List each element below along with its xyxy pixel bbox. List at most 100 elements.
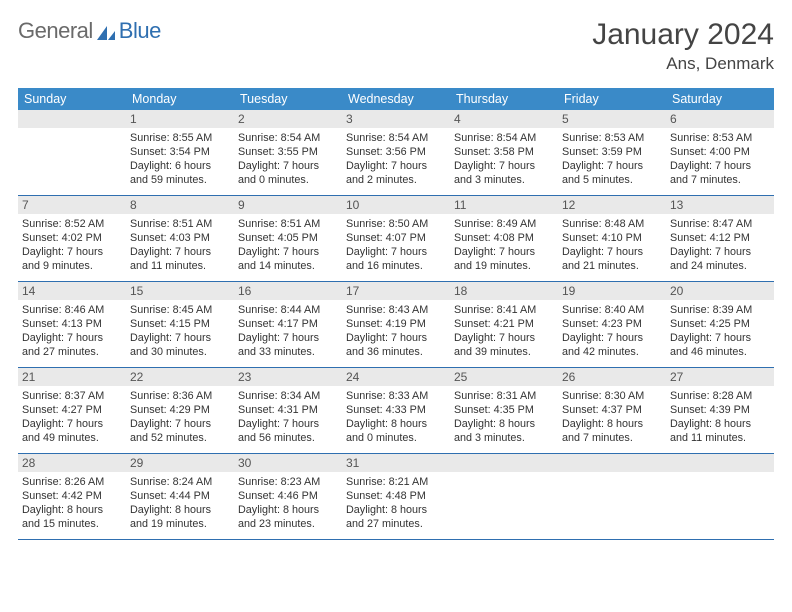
empty-cell [18,110,126,196]
day-number: 4 [450,110,558,128]
brand-part1: General [18,18,93,44]
brand-part2: Blue [119,18,161,44]
day-cell: 13 Sunrise: 8:47 AM Sunset: 4:12 PM Dayli… [666,196,774,282]
empty-cell [450,454,558,540]
calendar-grid: SundayMondayTuesdayWednesdayThursdayFrid… [18,88,774,540]
day-details: Sunrise: 8:49 AM Sunset: 4:08 PM Dayligh… [454,217,554,273]
day-cell: 30Sunrise: 8:23 AM Sunset: 4:46 PM Dayli… [234,454,342,540]
day-number: 18 [450,282,558,300]
day-number: 13 [666,196,774,214]
day-details: Sunrise: 8:21 AM Sunset: 4:48 PM Dayligh… [346,475,446,531]
sail-icon [95,22,117,40]
day-details: Sunrise: 8:45 AM Sunset: 4:15 PM Dayligh… [130,303,230,359]
day-number: 27 [666,368,774,386]
day-cell: 17 Sunrise: 8:43 AM Sunset: 4:19 PM Dayli… [342,282,450,368]
day-cell: 20 Sunrise: 8:39 AM Sunset: 4:25 PM Dayli… [666,282,774,368]
day-number: 12 [558,196,666,214]
day-number: 7 [18,196,126,214]
day-details: Sunrise: 8:43 AM Sunset: 4:19 PM Dayligh… [346,303,446,359]
day-number: 21 [18,368,126,386]
day-cell: 11 Sunrise: 8:49 AM Sunset: 4:08 PM Dayli… [450,196,558,282]
day-number: 19 [558,282,666,300]
location: Ans, Denmark [592,54,774,74]
day-number: 26 [558,368,666,386]
day-number: 28 [18,454,126,472]
day-cell: 4 Sunrise: 8:54 AM Sunset: 3:58 PM Daylig… [450,110,558,196]
day-details: Sunrise: 8:37 AM Sunset: 4:27 PM Dayligh… [22,389,122,445]
day-cell: 21 Sunrise: 8:37 AM Sunset: 4:27 PM Dayli… [18,368,126,454]
day-details: Sunrise: 8:54 AM Sunset: 3:56 PM Dayligh… [346,131,446,187]
day-details: Sunrise: 8:26 AM Sunset: 4:42 PM Dayligh… [22,475,122,531]
day-details: Sunrise: 8:50 AM Sunset: 4:07 PM Dayligh… [346,217,446,273]
day-details: Sunrise: 8:34 AM Sunset: 4:31 PM Dayligh… [238,389,338,445]
logo: General Blue [18,18,161,44]
day-number [450,454,558,472]
day-number: 9 [234,196,342,214]
day-cell: 22 Sunrise: 8:36 AM Sunset: 4:29 PM Dayli… [126,368,234,454]
day-details: Sunrise: 8:30 AM Sunset: 4:37 PM Dayligh… [562,389,662,445]
day-details: Sunrise: 8:55 AM Sunset: 3:54 PM Dayligh… [130,131,230,187]
day-number: 10 [342,196,450,214]
day-cell: 12 Sunrise: 8:48 AM Sunset: 4:10 PM Dayli… [558,196,666,282]
day-details: Sunrise: 8:23 AM Sunset: 4:46 PM Dayligh… [238,475,338,531]
day-cell: 18 Sunrise: 8:41 AM Sunset: 4:21 PM Dayli… [450,282,558,368]
day-cell: 31 Sunrise: 8:21 AM Sunset: 4:48 PM Dayli… [342,454,450,540]
day-number: 20 [666,282,774,300]
day-number: 17 [342,282,450,300]
day-details: Sunrise: 8:53 AM Sunset: 3:59 PM Dayligh… [562,131,662,187]
dow-header: Thursday [450,88,558,110]
day-cell: 24 Sunrise: 8:33 AM Sunset: 4:33 PM Dayli… [342,368,450,454]
empty-cell [666,454,774,540]
day-cell: 27Sunrise: 8:28 AM Sunset: 4:39 PM Dayli… [666,368,774,454]
page-title: January 2024 [592,18,774,52]
day-cell: 28 Sunrise: 8:26 AM Sunset: 4:42 PM Dayli… [18,454,126,540]
day-details: Sunrise: 8:48 AM Sunset: 4:10 PM Dayligh… [562,217,662,273]
dow-header: Tuesday [234,88,342,110]
day-cell: 29Sunrise: 8:24 AM Sunset: 4:44 PM Dayli… [126,454,234,540]
day-cell: 3Sunrise: 8:54 AM Sunset: 3:56 PM Daylig… [342,110,450,196]
day-details: Sunrise: 8:47 AM Sunset: 4:12 PM Dayligh… [670,217,770,273]
day-number: 5 [558,110,666,128]
day-number [666,454,774,472]
day-details: Sunrise: 8:41 AM Sunset: 4:21 PM Dayligh… [454,303,554,359]
title-block: January 2024 Ans, Denmark [592,18,774,74]
day-details: Sunrise: 8:39 AM Sunset: 4:25 PM Dayligh… [670,303,770,359]
day-number: 25 [450,368,558,386]
day-cell: 15 Sunrise: 8:45 AM Sunset: 4:15 PM Dayli… [126,282,234,368]
day-cell: 9 Sunrise: 8:51 AM Sunset: 4:05 PM Daylig… [234,196,342,282]
day-cell: 19 Sunrise: 8:40 AM Sunset: 4:23 PM Dayli… [558,282,666,368]
day-details: Sunrise: 8:46 AM Sunset: 4:13 PM Dayligh… [22,303,122,359]
day-cell: 14 Sunrise: 8:46 AM Sunset: 4:13 PM Dayli… [18,282,126,368]
day-cell: 6Sunrise: 8:53 AM Sunset: 4:00 PM Daylig… [666,110,774,196]
day-number: 14 [18,282,126,300]
day-number: 8 [126,196,234,214]
day-number: 24 [342,368,450,386]
day-number: 15 [126,282,234,300]
day-number: 11 [450,196,558,214]
day-details: Sunrise: 8:40 AM Sunset: 4:23 PM Dayligh… [562,303,662,359]
day-cell: 16Sunrise: 8:44 AM Sunset: 4:17 PM Dayli… [234,282,342,368]
day-details: Sunrise: 8:54 AM Sunset: 3:58 PM Dayligh… [454,131,554,187]
day-details: Sunrise: 8:51 AM Sunset: 4:05 PM Dayligh… [238,217,338,273]
day-details: Sunrise: 8:36 AM Sunset: 4:29 PM Dayligh… [130,389,230,445]
day-details: Sunrise: 8:54 AM Sunset: 3:55 PM Dayligh… [238,131,338,187]
day-number: 1 [126,110,234,128]
dow-header: Sunday [18,88,126,110]
day-number [18,110,126,128]
day-number: 23 [234,368,342,386]
day-cell: 23 Sunrise: 8:34 AM Sunset: 4:31 PM Dayli… [234,368,342,454]
day-cell: 2 Sunrise: 8:54 AM Sunset: 3:55 PM Daylig… [234,110,342,196]
dow-header: Wednesday [342,88,450,110]
day-number: 29 [126,454,234,472]
dow-header: Monday [126,88,234,110]
dow-header: Saturday [666,88,774,110]
day-number: 22 [126,368,234,386]
day-number: 2 [234,110,342,128]
empty-cell [558,454,666,540]
day-number [558,454,666,472]
dow-header: Friday [558,88,666,110]
day-cell: 5 Sunrise: 8:53 AM Sunset: 3:59 PM Daylig… [558,110,666,196]
day-details: Sunrise: 8:33 AM Sunset: 4:33 PM Dayligh… [346,389,446,445]
day-cell: 8Sunrise: 8:51 AM Sunset: 4:03 PM Daylig… [126,196,234,282]
day-number: 31 [342,454,450,472]
